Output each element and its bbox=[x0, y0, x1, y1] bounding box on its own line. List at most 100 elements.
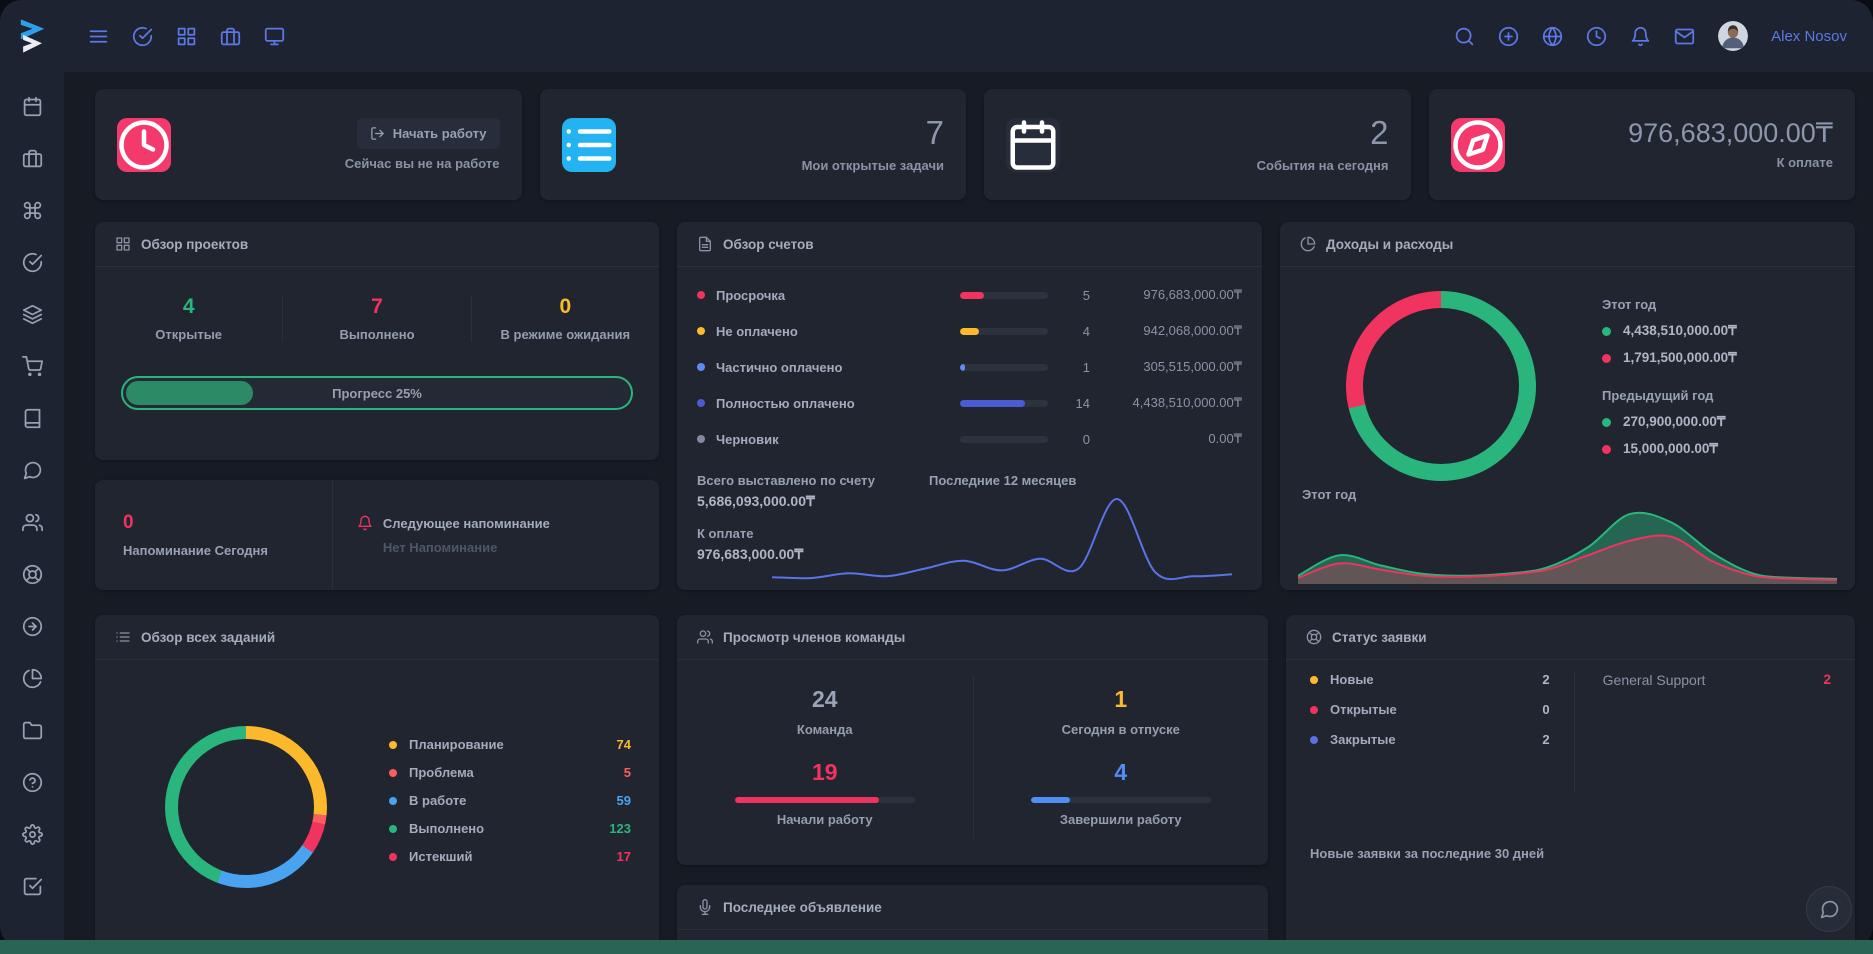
sidebar-help-icon[interactable] bbox=[22, 772, 43, 793]
topbar-right-nav: Alex Nosov bbox=[1454, 21, 1847, 51]
sidebar-arrow-circle-icon[interactable] bbox=[22, 616, 43, 637]
announcement-title: Последнее объявление bbox=[723, 900, 882, 915]
apps-grid-icon[interactable] bbox=[176, 26, 197, 47]
legend-item: 1,791,500,000.00₸ bbox=[1602, 350, 1737, 366]
status-dot bbox=[697, 399, 705, 407]
invoice-status-row: Частично оплачено 1 305,515,000.00₸ bbox=[697, 359, 1242, 375]
team-title: Просмотр членов команды bbox=[723, 630, 905, 645]
tickets-legend: Новые 2 Открытые 0 Закрытые 2 bbox=[1310, 672, 1550, 792]
legend-item: 4,438,510,000.00₸ bbox=[1602, 323, 1737, 339]
support-category-label: General Support bbox=[1603, 672, 1706, 688]
grid-icon bbox=[115, 236, 131, 252]
sidebar-checksquare-icon[interactable] bbox=[22, 876, 43, 897]
notifications-bell-icon[interactable] bbox=[1630, 26, 1651, 47]
start-work-button[interactable]: Начать работу bbox=[357, 118, 500, 149]
started-work-bar bbox=[735, 797, 915, 803]
legend-item: Истекший 17 bbox=[389, 849, 631, 864]
invoice-status-row: Полностью оплачено 14 4,438,510,000.00₸ bbox=[697, 395, 1242, 411]
payable-card: 976,683,000.00₸ К оплате bbox=[1429, 89, 1856, 200]
sidebar-layers-icon[interactable] bbox=[22, 304, 43, 325]
chat-bubble-icon bbox=[1819, 899, 1840, 920]
legend-item: 15,000,000.00₸ bbox=[1602, 441, 1737, 457]
all-tasks-title: Обзор всех заданий bbox=[141, 630, 275, 645]
projects-progress-label: Прогресс 25% bbox=[123, 378, 631, 408]
sidebar-folder-icon[interactable] bbox=[22, 720, 43, 741]
invoices-title: Обзор счетов bbox=[723, 237, 814, 252]
income-title: Доходы и расходы bbox=[1326, 237, 1453, 252]
sidebar-lifebuoy-icon[interactable] bbox=[22, 564, 43, 585]
language-globe-icon[interactable] bbox=[1542, 26, 1563, 47]
legend-item: Новые 2 bbox=[1310, 672, 1550, 687]
compass-tile-icon bbox=[1451, 118, 1505, 172]
invoices-overview-card: Обзор счетов Просрочка 5 976,683,000.00₸… bbox=[677, 222, 1262, 590]
time-clock-icon[interactable] bbox=[1586, 26, 1607, 47]
monitor-icon[interactable] bbox=[264, 26, 285, 47]
invoice-status-row: Не оплачено 4 942,068,000.00₸ bbox=[697, 323, 1242, 339]
ticket-status-card: Статус заявки Новые 2 Открытые 0 bbox=[1286, 615, 1855, 948]
new-tickets-footer: Новые заявки за последние 30 дней bbox=[1286, 792, 1855, 861]
clock-tile-icon bbox=[117, 118, 171, 172]
sidebar-command-icon[interactable] bbox=[22, 200, 43, 221]
support-category-count: 2 bbox=[1823, 672, 1831, 687]
status-bar bbox=[960, 436, 1048, 443]
events-caption: События на сегодня bbox=[1257, 158, 1389, 173]
income-legend: Этот год 4,438,510,000.00₸ 1,791,500,000… bbox=[1602, 281, 1737, 481]
calendar-tile-icon bbox=[1006, 118, 1060, 172]
list-tile-icon bbox=[562, 118, 616, 172]
status-dot bbox=[697, 363, 705, 371]
income-donut-chart bbox=[1346, 291, 1536, 481]
team-finished-cell: 4 Завершили работу bbox=[973, 749, 1269, 839]
app-logo[interactable] bbox=[0, 0, 64, 72]
sidebar-chat-icon[interactable] bbox=[22, 460, 43, 481]
dashboard: Начать работу Сейчас вы не на работе 7 М… bbox=[64, 72, 1873, 948]
next-reminder-title: Следующее напоминание bbox=[383, 516, 550, 531]
bottom-accent-strip bbox=[0, 940, 1873, 954]
user-avatar[interactable] bbox=[1718, 21, 1748, 51]
sidebar-calendar-icon[interactable] bbox=[22, 96, 43, 117]
topbar: Alex Nosov bbox=[0, 0, 1873, 72]
this-year-label: Этот год bbox=[1602, 297, 1737, 312]
tickets-title: Статус заявки bbox=[1332, 630, 1427, 645]
sidebar-briefcase-icon[interactable] bbox=[22, 148, 43, 169]
reminder-count-label: Напоминание Сегодня bbox=[123, 543, 304, 558]
hamburger-menu-icon[interactable] bbox=[88, 26, 109, 47]
list-icon bbox=[115, 629, 131, 645]
payable-caption: К оплате bbox=[1628, 155, 1833, 170]
sidebar-book-icon[interactable] bbox=[22, 408, 43, 429]
open-tasks-value: 7 bbox=[802, 116, 944, 151]
user-name[interactable]: Alex Nosov bbox=[1771, 28, 1847, 45]
legend-item: Закрытые 2 bbox=[1310, 732, 1550, 747]
quick-add-icon[interactable] bbox=[1498, 26, 1519, 47]
sidebar-piechart-icon[interactable] bbox=[22, 668, 43, 689]
file-text-icon bbox=[697, 236, 713, 252]
projects-waiting-stat: 0 В режиме ожидания bbox=[471, 295, 659, 342]
sidebar-cart-icon[interactable] bbox=[22, 356, 43, 377]
search-icon[interactable] bbox=[1454, 26, 1475, 47]
work-briefcase-icon[interactable] bbox=[220, 26, 241, 47]
team-onleave-cell: 1 Сегодня в отпуске bbox=[973, 676, 1269, 749]
messages-mail-icon[interactable] bbox=[1674, 26, 1695, 47]
sidebar-users-icon[interactable] bbox=[22, 512, 43, 533]
status-bar bbox=[960, 364, 1048, 371]
middle-row: Обзор проектов 4 Открытые 7 Выполнено 0 bbox=[95, 222, 1855, 590]
chat-fab-button[interactable] bbox=[1806, 886, 1852, 932]
status-dot bbox=[697, 435, 705, 443]
legend-item: В работе 59 bbox=[389, 793, 631, 808]
legend-item: Проблема 5 bbox=[389, 765, 631, 780]
projects-title: Обзор проектов bbox=[141, 237, 248, 252]
attendance-caption: Сейчас вы не на работе bbox=[345, 156, 500, 171]
approvals-check-icon[interactable] bbox=[132, 26, 153, 47]
sidebar-check-circle-icon[interactable] bbox=[22, 252, 43, 273]
team-total-cell: 24 Команда bbox=[677, 676, 973, 749]
income-area-chart bbox=[1298, 506, 1837, 584]
status-bar bbox=[960, 400, 1048, 407]
sidebar-settings-icon[interactable] bbox=[22, 824, 43, 845]
status-bar bbox=[960, 328, 1048, 335]
next-reminder-value: Нет Напоминание bbox=[383, 540, 635, 555]
finished-work-bar bbox=[1031, 797, 1211, 803]
bell-icon bbox=[357, 515, 373, 531]
legend-item: Выполнено 123 bbox=[389, 821, 631, 836]
projects-progress-bar: Прогресс 25% bbox=[121, 376, 633, 410]
reminder-count: 0 bbox=[123, 512, 304, 534]
invoice-status-row: Просрочка 5 976,683,000.00₸ bbox=[697, 287, 1242, 303]
